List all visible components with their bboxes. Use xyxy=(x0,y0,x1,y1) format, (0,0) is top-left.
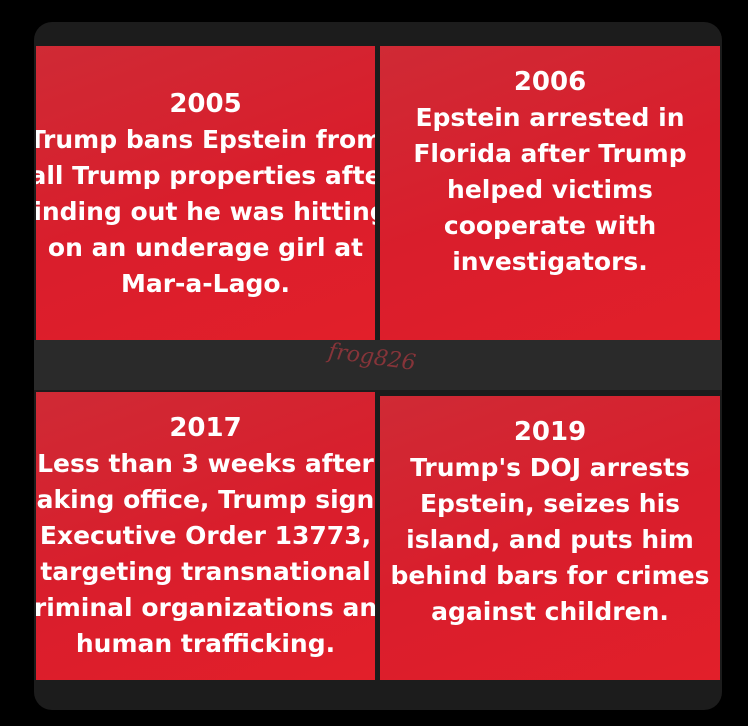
panel-text-line: Less than 3 weeks after xyxy=(37,449,374,478)
panel-text-line: Mar-a-Lago. xyxy=(120,269,291,298)
panel-year: 2017 xyxy=(169,413,242,443)
panel-text-line: investigators. xyxy=(452,247,648,276)
meme-panel: 2019 Trump's DOJ arrests Epstein, seizes h… xyxy=(380,396,720,680)
panel-text-line: targeting transnational xyxy=(40,557,371,586)
panel-year: 2005 xyxy=(169,89,242,119)
panel-text-line: Epstein, seizes his xyxy=(419,489,681,518)
panel-year: 2006 xyxy=(513,67,587,97)
panel-text-line: aking office, Trump sign xyxy=(36,485,375,514)
panel-text-line: cooperate with xyxy=(443,211,657,240)
panel-text-line: riminal organizations an xyxy=(36,593,375,622)
panel-text-line: against children. xyxy=(431,597,669,626)
panel-text-line: on an underage girl at xyxy=(47,233,364,262)
panel-text-line: all Trump properties afte xyxy=(36,161,375,190)
panel-year: 2019 xyxy=(513,417,587,447)
meme-panel: 2017 Less than 3 weeks after aking office,… xyxy=(36,392,375,680)
panel-text-line: human trafficking. xyxy=(75,629,336,658)
panel-text-line: island, and puts him xyxy=(406,525,694,554)
panel-text-line: Executive Order 13773, xyxy=(39,521,372,550)
panel-text-line: finding out he was hitting xyxy=(36,197,375,226)
meme-panel: 2005 Trump bans Epstein from all Trump pro… xyxy=(36,46,375,340)
panel-text-line: helped victims xyxy=(447,175,653,204)
panel-text-line: Florida after Trump xyxy=(413,139,687,168)
panel-text-line: Epstein arrested in xyxy=(415,103,685,132)
panel-text-line: Trump's DOJ arrests xyxy=(410,453,690,482)
meme-panel: 2006 Epstein arrested in Florida after Tru… xyxy=(380,46,720,340)
background-strip xyxy=(34,340,722,390)
panel-text-line: behind bars for crimes xyxy=(390,561,710,590)
panel-text-line: Trump bans Epstein from xyxy=(36,125,375,154)
